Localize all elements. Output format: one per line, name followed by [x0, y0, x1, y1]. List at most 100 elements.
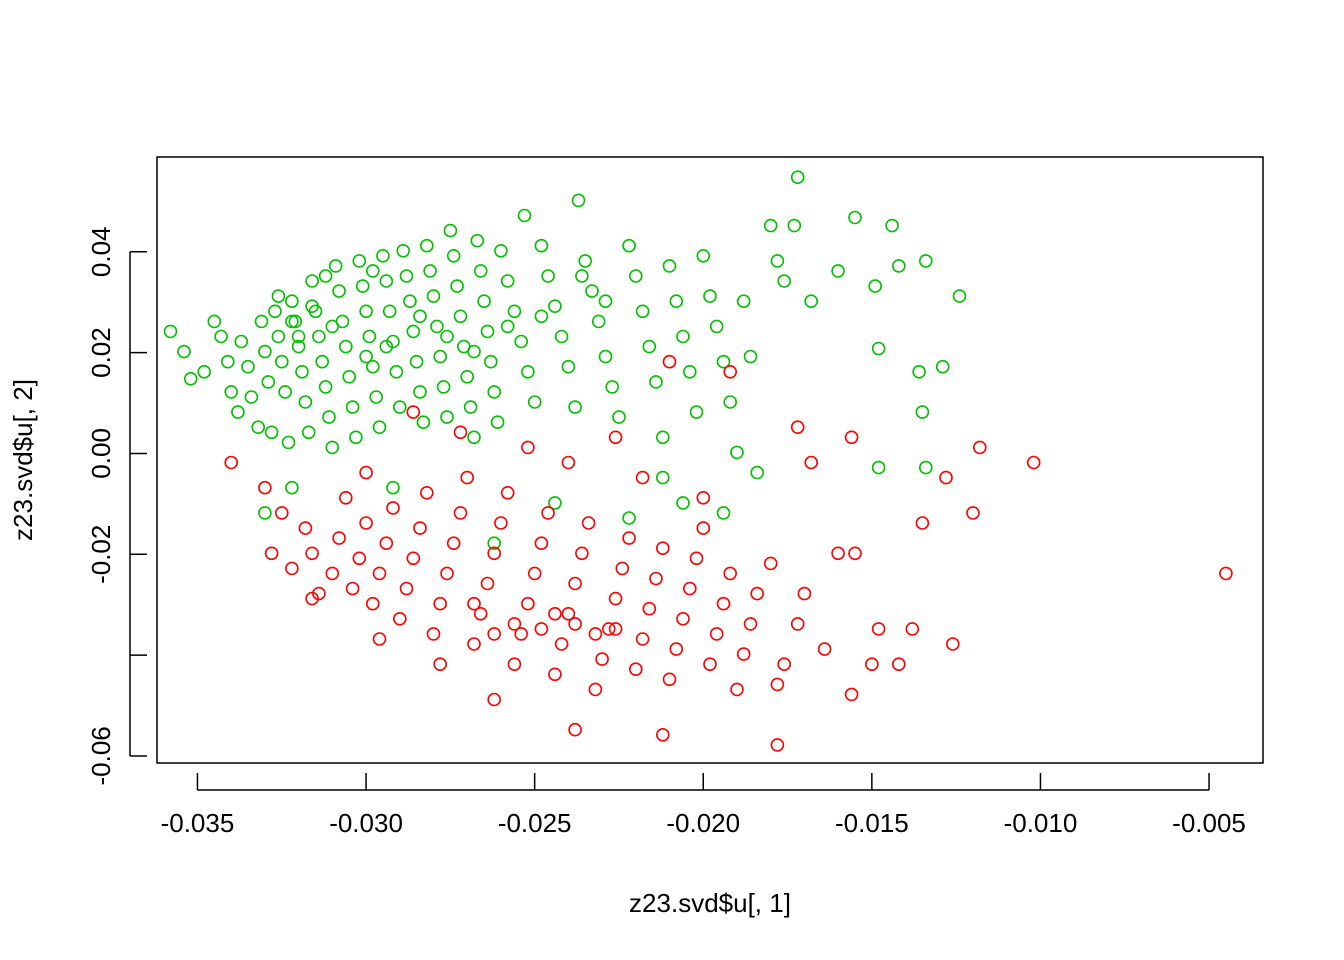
scatter-point [359, 349, 373, 364]
scatter-point [612, 410, 626, 424]
scatter-point [709, 319, 724, 334]
x-tick-label: -0.015 [835, 808, 909, 838]
scatter-point [328, 259, 343, 273]
scatter-point [642, 601, 657, 616]
scatter-point [831, 546, 845, 561]
scatter-point [274, 506, 289, 520]
scatter-point [891, 657, 906, 672]
scatter-point [669, 294, 684, 309]
scatter-point [440, 410, 454, 424]
scatter-point [352, 551, 367, 566]
scatter-point [507, 617, 522, 631]
scatter-point [500, 319, 515, 334]
scatter-point [453, 506, 468, 520]
scatter-point [770, 677, 785, 692]
scatter-point [487, 627, 502, 641]
scatter-point [409, 354, 424, 369]
scatter-point [696, 490, 711, 505]
scatter-point [527, 566, 542, 581]
scatter-point [642, 339, 657, 354]
x-tick-label: -0.005 [1172, 808, 1246, 838]
scatter-point [365, 264, 380, 278]
scatter-point [362, 329, 377, 344]
scatter-point [568, 400, 582, 414]
scatter-point [440, 329, 454, 344]
scatter-point [588, 682, 603, 697]
scatter-point [649, 375, 663, 389]
scatter-point [777, 274, 792, 288]
scatter-point [433, 657, 448, 672]
scatter-point [676, 611, 690, 626]
scatter-point [318, 380, 333, 394]
scatter-point [369, 390, 384, 404]
scatter-point [285, 294, 299, 309]
scatter-point [790, 170, 805, 184]
scatter-point [541, 506, 555, 520]
scatter-point [352, 254, 367, 268]
scatter-point [322, 410, 336, 424]
scatter-point [534, 238, 549, 253]
scatter-point [622, 238, 636, 253]
scatter-point [561, 606, 576, 621]
y-axis-label: z23.svd$u[, 2] [8, 379, 38, 541]
scatter-point [379, 536, 394, 551]
x-axis-label: z23.svd$u[, 1] [629, 888, 791, 918]
scatter-point [423, 264, 437, 278]
scatter-point [790, 617, 805, 631]
scatter-point [598, 349, 613, 364]
scatter-point [244, 390, 259, 404]
scatter-point [595, 652, 609, 666]
scatter-point [254, 314, 269, 329]
scatter-point [598, 294, 613, 309]
scatter-point [413, 309, 427, 324]
scatter-point [392, 611, 407, 626]
scatter-point [568, 617, 582, 631]
scatter-point [264, 425, 279, 440]
scatter-point [406, 405, 421, 419]
x-axis: -0.035 -0.030 -0.025 -0.020 -0.015 -0.010 -0.0… [161, 773, 1246, 838]
scatter-point [264, 546, 279, 561]
scatter-point [575, 269, 589, 283]
scatter-point [214, 329, 228, 344]
scatter-point [831, 264, 845, 278]
scatter-point [521, 596, 535, 611]
scatter-point [716, 354, 731, 369]
scatter-point [440, 566, 454, 581]
scatter-point [426, 627, 441, 641]
scatter-point [635, 632, 650, 646]
scatter-point [915, 516, 930, 530]
scatter-point [608, 430, 623, 445]
scatter-point [804, 455, 819, 470]
scatter-point [467, 344, 481, 359]
scatter-point [285, 480, 299, 495]
scatter-point [291, 329, 306, 344]
scatter-point [450, 279, 464, 293]
y-tick-label: 0.00 [86, 428, 116, 479]
scatter-point [298, 395, 313, 409]
scatter-point [436, 380, 451, 394]
scatter-point [406, 551, 421, 566]
scatter-point [682, 581, 697, 596]
scatter-point [342, 369, 357, 384]
scatter-point [885, 218, 899, 233]
scatter-point [301, 425, 316, 440]
scatter-point [635, 304, 650, 319]
scatter-point [163, 324, 178, 339]
scatter-point [274, 354, 289, 369]
scatter-point [605, 380, 620, 394]
scatter-point [268, 304, 282, 319]
y-tick-label: -0.06 [86, 726, 116, 785]
scatter-point [655, 430, 670, 445]
scatter-point [379, 274, 394, 288]
scatter-point [1026, 455, 1041, 470]
scatter-point [372, 420, 387, 435]
scatter-point [723, 364, 738, 379]
scatter-point [413, 521, 427, 535]
scatter-point [291, 339, 306, 354]
scatter-point [382, 304, 397, 319]
scatter-point [918, 460, 933, 475]
scatter-point [689, 551, 704, 566]
scatter-point [622, 511, 636, 525]
scatter-point [221, 354, 235, 369]
